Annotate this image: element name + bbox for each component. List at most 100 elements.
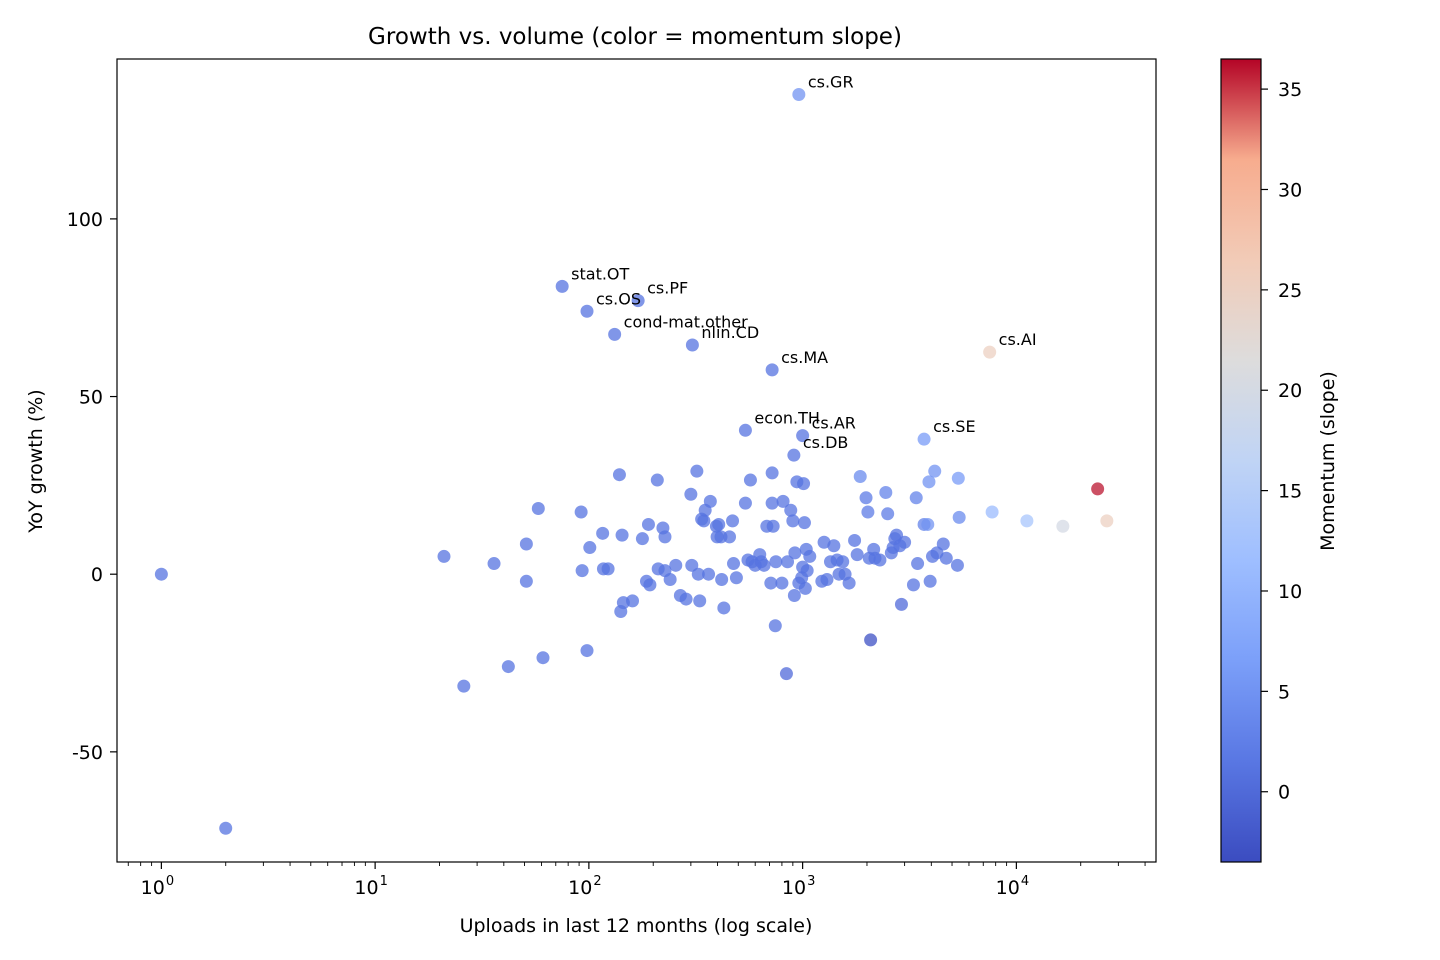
scatter-point [787,448,801,462]
scatter-point [921,517,935,531]
scatter-point [842,576,856,590]
scatter-point [596,526,610,540]
scatter-point [765,363,779,377]
y-tick-label: -50 [72,742,103,764]
scatter-point [685,338,699,352]
scatter-point [797,516,811,530]
colorbar-tick-label: 15 [1278,481,1302,503]
scatter-point [786,514,800,528]
scatter-point [574,505,588,519]
colorbar-tick-label: 20 [1278,380,1302,402]
scatter-point [658,530,672,544]
scatter-point [776,494,790,508]
scatter-point [457,679,471,693]
colorbar-tick-label: 25 [1278,280,1302,302]
x-axis-ticks: 100 101 102 103 104 [127,862,1146,899]
scatter-point [575,564,589,578]
x-tick-label: 101 [354,874,387,899]
scatter-point [715,573,729,587]
scatter-point [693,594,707,608]
scatter-point [712,517,726,531]
scatter-point [820,573,834,587]
scatter-point [764,576,778,590]
scatter-point [703,494,717,508]
scatter-point [679,592,693,606]
scatter-point [615,528,629,542]
colorbar-tick-label: 35 [1278,79,1302,101]
scatter-point [612,468,626,482]
point-annotation: cs.OS [596,289,641,308]
scatter-point [939,551,953,565]
scatter-point [769,555,783,569]
colorbar-label: Momentum (slope) [1317,371,1339,551]
y-tick-label: 0 [91,564,103,586]
scatter-point [531,501,545,515]
scatter-point [765,466,779,480]
scatter-point [873,553,887,567]
scatter-point [864,633,878,647]
colorbar-tick-label: 10 [1278,581,1302,603]
scatter-point [519,537,533,551]
scatter-point [796,429,810,443]
plot-area [117,59,1156,862]
scatter-point [583,541,597,555]
points-layer [154,88,1114,835]
scatter-point [800,564,814,578]
scatter-point [928,464,942,478]
scatter-point [1100,514,1114,528]
scatter-point [154,567,168,581]
point-annotation: nlin.CD [701,323,759,342]
scatter-point [487,557,501,571]
scatter-point [951,471,965,485]
scatter-point [765,496,779,510]
scatter-point [985,505,999,519]
scatter-point [906,578,920,592]
scatter-point [608,327,622,341]
scatter-point [922,475,936,489]
chart-title: Growth vs. volume (color = momentum slop… [368,24,902,50]
scatter-point [684,487,698,501]
point-annotation: econ.TH [754,408,819,427]
y-tick-label: 100 [67,209,103,231]
scatter-point [952,510,966,524]
scatter-point [817,535,831,549]
colorbar [1220,58,1262,863]
scatter-point [788,546,802,560]
scatter-point [923,574,937,588]
scatter-point [555,279,569,293]
point-annotation: cond-mat.other [624,312,748,331]
scatter-point [437,549,451,563]
scatter-point [797,477,811,491]
point-annotation: cs.AI [999,330,1037,349]
scatter-point [894,597,908,611]
scatter-point [519,574,533,588]
scatter-point [685,558,699,572]
scatter-point [879,485,893,499]
scatter-point [911,557,925,571]
scatter-point [635,532,649,546]
scatter-point [717,601,731,615]
point-annotation: cs.PF [647,279,688,298]
x-tick-label: 102 [568,874,601,899]
scatter-point [743,473,757,487]
scatter-point [775,576,789,590]
scatter-point [663,573,677,587]
scatter-point [917,432,931,446]
colorbar-ticks: 0 5 10 15 20 25 30 35 [1261,79,1302,804]
scatter-point [766,519,780,533]
scatter-point [881,507,895,521]
scatter-point [792,88,806,102]
scatter-point [580,644,594,658]
scatter-point [983,345,997,359]
scatter-point [643,578,657,592]
scatter-point [803,549,817,563]
scatter-point [631,294,645,308]
scatter-point [219,821,233,835]
scatter-point [580,304,594,318]
scatter-point [781,555,795,569]
x-axis-label: Uploads in last 12 months (log scale) [460,915,813,937]
scatter-point [702,567,716,581]
scatter-point [697,514,711,528]
point-annotation: stat.OT [571,264,629,283]
